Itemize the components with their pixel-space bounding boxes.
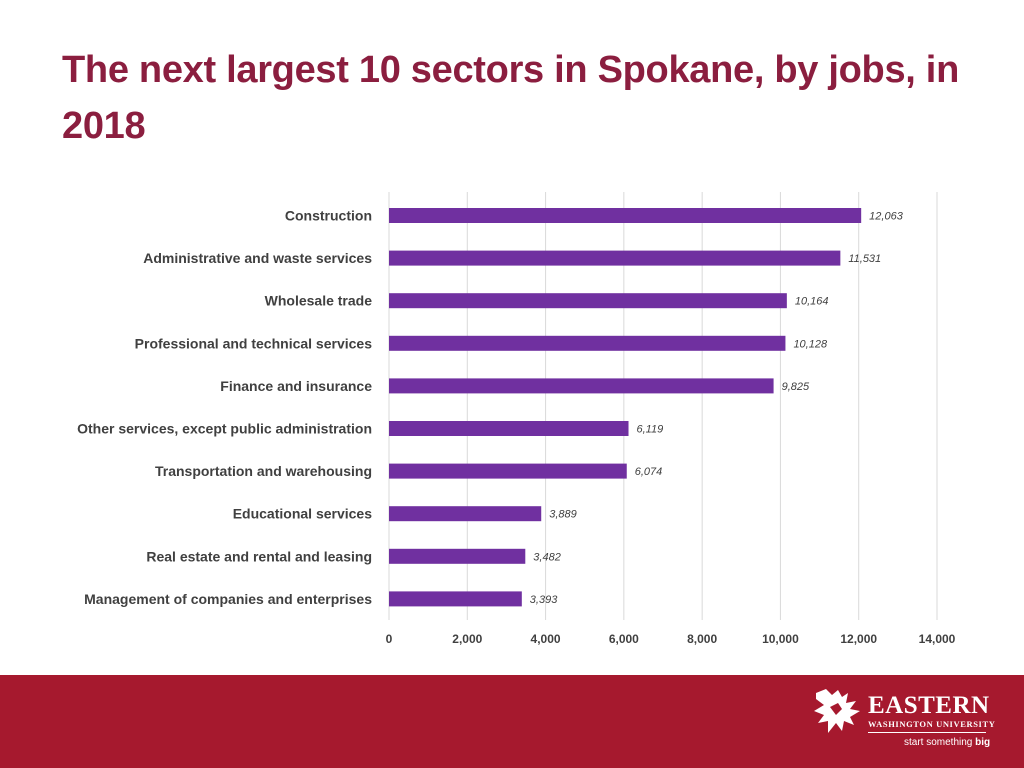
logo-tagline: start something big <box>904 737 990 748</box>
logo-wordmark: EASTERN <box>868 692 990 719</box>
category-label: Finance and insurance <box>220 378 372 394</box>
data-label: 3,482 <box>533 551 561 563</box>
category-label: Professional and technical services <box>135 335 373 351</box>
data-label: 3,889 <box>549 509 577 521</box>
data-label: 6,119 <box>637 424 664 436</box>
data-label: 10,164 <box>795 296 829 308</box>
x-tick-label: 8,000 <box>687 632 717 646</box>
data-label: 10,128 <box>793 338 828 350</box>
eagle-icon <box>814 689 860 733</box>
bar[interactable] <box>389 548 526 564</box>
bar-chart: Construction Administrative and waste ser… <box>77 192 956 646</box>
x-axis-ticks: 0 2,000 4,000 6,000 8,000 10,000 12,000 14,000 <box>386 632 956 646</box>
x-tick-label: 2,000 <box>452 632 482 646</box>
bar[interactable] <box>389 293 787 309</box>
slide-title: The next largest 10 sectors in Spokane, … <box>62 49 959 147</box>
category-label: Other services, except public administra… <box>77 421 372 437</box>
category-labels: Construction Administrative and waste ser… <box>77 208 372 607</box>
data-label: 6,074 <box>635 466 663 478</box>
university-logo[interactable]: EASTERN WASHINGTON UNIVERSITY start some… <box>812 687 996 753</box>
data-label: 12,063 <box>869 211 904 223</box>
data-label: 9,825 <box>782 381 810 393</box>
category-label: Management of companies and enterprises <box>84 591 372 607</box>
tagline-emphasis: big <box>975 737 991 748</box>
logo-subwordmark: WASHINGTON UNIVERSITY <box>868 719 996 729</box>
bars <box>389 208 862 607</box>
bar[interactable] <box>389 421 629 436</box>
category-label: Real estate and rental and leasing <box>146 548 372 564</box>
bar[interactable] <box>389 378 774 394</box>
category-label: Transportation and warehousing <box>155 463 372 479</box>
bar[interactable] <box>389 335 786 351</box>
category-label: Wholesale trade <box>265 293 373 309</box>
x-tick-label: 0 <box>386 632 393 646</box>
bar[interactable] <box>389 250 841 266</box>
value-labels: 12,063 11,531 10,164 10,128 9,825 6,119 6,074 3… <box>530 211 904 606</box>
x-tick-label: 6,000 <box>609 632 639 646</box>
category-label: Educational services <box>233 506 373 522</box>
bar[interactable] <box>389 506 542 522</box>
x-tick-label: 14,000 <box>919 632 956 646</box>
category-label: Administrative and waste services <box>143 250 372 266</box>
data-label: 3,393 <box>530 594 558 606</box>
x-tick-label: 4,000 <box>531 632 561 646</box>
bar[interactable] <box>389 463 627 479</box>
tagline-prefix: start something <box>904 737 976 748</box>
bar[interactable] <box>389 591 522 607</box>
bar[interactable] <box>389 208 862 223</box>
x-tick-label: 12,000 <box>840 632 877 646</box>
data-label: 11,531 <box>848 253 881 265</box>
x-tick-label: 10,000 <box>762 632 799 646</box>
category-label: Construction <box>285 208 372 224</box>
footer-bar: EASTERN WASHINGTON UNIVERSITY start some… <box>0 675 1024 768</box>
logo-divider <box>868 732 986 733</box>
